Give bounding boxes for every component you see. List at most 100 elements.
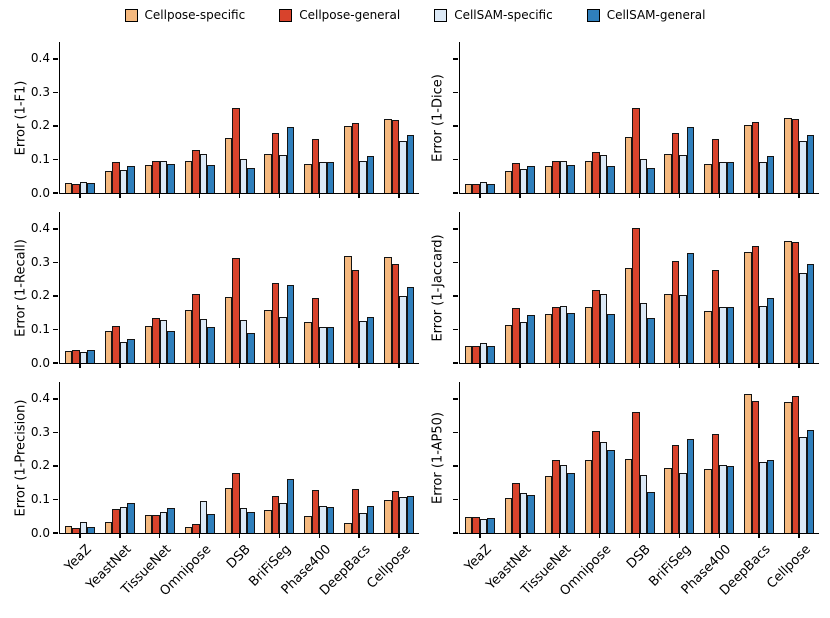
bar-cellsam-specific-omnipose [599,155,608,193]
y-tick-mark [53,362,59,364]
y-tick-mark [53,398,59,400]
bar-group-dsb [224,473,255,533]
bar-cellpose-general-cellpose [791,119,800,193]
bar-cellsam-specific-phase400 [719,307,727,363]
bar-cellsam-general-dsb [247,333,255,363]
bar-cellpose-general-yeaz [472,346,480,363]
bar-cellpose-general-phase400 [711,270,720,363]
x-tick-mark [479,193,481,198]
bar-cellsam-general-cellpose [406,286,415,363]
bar-cellpose-specific-cellpose [784,118,792,193]
bar-group-omnipose [184,150,215,193]
bar-cellsam-general-omnipose [607,450,615,533]
bar-cellsam-general-yeaz [487,517,495,533]
bar-cellsam-general-omnipose [207,513,215,533]
bar-cellsam-specific-yeaz [79,181,88,193]
bar-group-phase400 [304,297,335,363]
y-axis-label: Error (1-Dice) [430,73,446,162]
bar-cellsam-specific-yeaz [79,521,88,533]
bar-cellpose-specific-deepbacs [744,125,752,193]
x-tick-mark [758,363,760,368]
bar-cellsam-general-brifiseg [286,479,295,533]
bar-cellpose-specific-brifiseg [664,468,672,533]
bar-cellsam-specific-deepbacs [359,512,367,533]
bar-group-dsb [224,258,255,363]
x-tick-mark [519,533,521,538]
y-tick-mark [53,158,59,161]
bar-cellsam-specific-deepbacs [759,462,767,533]
x-tick-mark [598,363,601,368]
bar-cellpose-general-brifiseg [671,132,680,193]
bar-group-yeastnet [104,161,135,193]
bar-group-tissuenet [544,161,575,193]
bar-group-yeaz [464,516,495,533]
bar-cellsam-specific-cellpose [399,295,407,363]
x-tick-mark [558,363,561,368]
bar-cellsam-specific-dsb [239,320,247,363]
x-tick-mark [558,533,561,538]
y-tick-mark [53,192,59,194]
bar-cellsam-specific-phase400 [319,161,327,193]
legend-label: Cellpose-general [299,8,401,22]
bar-group-omnipose [184,500,215,533]
bar-cellsam-specific-yeaz [479,518,488,533]
y-axis-label: Error (1-AP50) [430,411,446,504]
bar-cellpose-general-phase400 [311,490,320,533]
y-tick-mark [453,158,459,161]
x-tick-mark [398,533,400,538]
bar-cellsam-specific-deepbacs [759,306,767,363]
bar-cellpose-specific-yeaz [464,183,473,193]
bar-cellpose-general-dsb [232,108,240,193]
bar-cellsam-general-tissuenet [167,507,175,533]
bar-group-dsb [624,412,655,533]
x-tick-mark [119,533,121,538]
bar-cellsam-general-yeastnet [527,315,535,363]
bar-group-tissuenet [144,160,175,193]
bar-cellpose-general-deepbacs [351,269,360,363]
legend-swatch-cellsam-specific [434,8,448,22]
x-tick-mark [358,363,360,368]
bar-cellsam-specific-brifiseg [279,154,287,193]
bar-cellpose-general-tissuenet [552,161,560,193]
bar-cellpose-specific-dsb [624,137,632,193]
bar-cellpose-general-brifiseg [271,282,280,363]
bar-cellsam-specific-dsb [639,159,647,193]
y-tick-mark [53,431,59,434]
bar-cellsam-general-deepbacs [366,317,375,363]
bar-cellsam-general-yeastnet [527,166,535,193]
bar-cellpose-specific-omnipose [584,307,593,363]
x-tick-mark [718,193,721,198]
bar-cellpose-specific-yeaz [464,517,473,533]
bar-cellpose-general-omnipose [192,523,200,533]
y-tick-label: 0.3 [30,84,50,99]
bar-cellpose-general-phase400 [311,297,320,363]
bar-cellpose-specific-brifiseg [264,509,272,533]
bar-group-cellpose [784,118,815,193]
bar-cellpose-specific-yeastnet [504,324,513,363]
bar-cellsam-specific-phase400 [319,326,327,363]
bar-cellsam-general-tissuenet [167,164,175,193]
x-tick-mark [278,363,281,368]
bar-cellsam-general-cellpose [806,135,815,193]
bar-group-cellpose [784,240,815,363]
x-tick-mark [358,533,360,538]
bar-cellsam-specific-yeastnet [119,169,128,193]
bar-cellpose-specific-dsb [224,488,232,533]
x-tick-mark [238,363,241,368]
y-tick-label: 0.3 [30,424,50,439]
bar-cellsam-specific-tissuenet [159,511,168,533]
bar-cellsam-specific-phase400 [719,161,727,193]
bar-group-brifiseg [664,126,695,193]
bar-cellpose-general-tissuenet [152,160,160,193]
bar-cellsam-specific-tissuenet [159,320,168,363]
x-tick-mark [238,533,241,538]
bar-cellpose-general-deepbacs [751,246,760,363]
bar-cellpose-specific-brifiseg [664,154,672,193]
bar-cellpose-general-dsb [232,473,240,533]
x-tick-mark [798,193,800,198]
x-tick-mark [519,363,521,368]
x-tick-mark [718,533,721,538]
bar-cellsam-specific-omnipose [599,294,608,363]
bar-cellpose-general-tissuenet [152,514,160,533]
bar-cellsam-specific-cellpose [399,140,407,193]
